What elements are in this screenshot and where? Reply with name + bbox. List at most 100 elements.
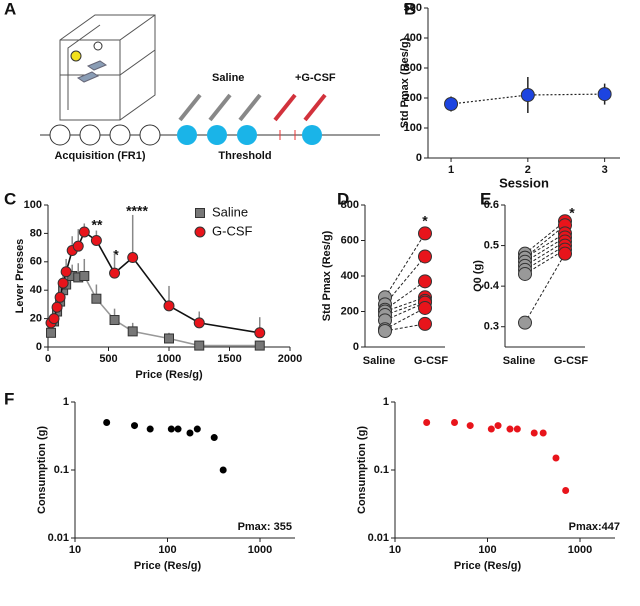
pair-line — [384, 233, 426, 298]
y-tick-label: 0.1 — [54, 464, 69, 476]
x-tick-label: G-CSF — [554, 355, 589, 367]
point — [186, 429, 194, 437]
point — [494, 422, 502, 430]
point — [167, 425, 175, 433]
point — [418, 316, 432, 331]
point — [466, 422, 474, 430]
panel-letter: E — [480, 189, 491, 208]
point — [103, 418, 111, 426]
point — [54, 291, 66, 303]
panel-letter: D — [337, 189, 349, 208]
panel-letter: A — [4, 0, 16, 18]
point — [562, 486, 570, 494]
x-axis-label: Session — [499, 175, 549, 190]
x-tick-label: 2 — [525, 164, 531, 176]
annotation: **** — [126, 203, 148, 219]
x-tick-label: 100 — [158, 544, 176, 556]
panel-letter: F — [4, 389, 14, 408]
point — [48, 313, 60, 325]
x-tick-label: 10 — [69, 544, 81, 556]
point — [46, 327, 57, 338]
point — [193, 425, 201, 433]
x-tick-label: 500 — [99, 353, 117, 365]
annotation: * — [569, 205, 575, 221]
y-axis-label: Consumption (g) — [356, 426, 368, 514]
session — [237, 125, 257, 145]
point — [418, 300, 432, 315]
label: Threshold — [218, 150, 271, 162]
y-tick-label: 200 — [404, 92, 422, 104]
x-tick-label: Saline — [503, 355, 535, 367]
y-axis-label: Q0 (g) — [472, 260, 484, 292]
label: Acquisition (FR1) — [54, 150, 145, 162]
point — [418, 249, 432, 264]
syringes — [178, 93, 327, 122]
y-axis-label: Consumption (g) — [36, 426, 48, 514]
point — [60, 266, 72, 278]
y-tick-label: 400 — [341, 270, 359, 282]
point — [520, 88, 535, 102]
panel-letter: B — [404, 0, 416, 18]
x-axis-label: Price (Res/g) — [134, 560, 202, 572]
legend-label: G-CSF — [212, 223, 253, 238]
session — [177, 125, 197, 145]
session — [302, 125, 322, 145]
point — [506, 425, 514, 433]
y-tick-label: 0 — [416, 152, 422, 164]
point — [146, 425, 154, 433]
point — [127, 252, 139, 264]
y-tick-label: 800 — [341, 199, 359, 211]
y-tick-label: 40 — [30, 284, 42, 296]
pair-line — [524, 224, 566, 259]
point — [552, 454, 560, 462]
point — [109, 315, 120, 326]
y-tick-label: 0 — [36, 341, 42, 353]
y-tick-label: 0.6 — [484, 199, 499, 211]
panel-letter: C — [4, 189, 16, 208]
point — [79, 271, 90, 281]
point — [57, 277, 69, 289]
point — [127, 326, 138, 337]
point — [78, 226, 90, 238]
annotation: Pmax:447 — [569, 521, 620, 533]
point — [418, 226, 432, 241]
point — [418, 274, 432, 289]
point — [539, 429, 547, 437]
point — [451, 418, 459, 426]
x-axis-label: Price (Res/g) — [135, 369, 203, 381]
chamber — [59, 14, 156, 121]
label: +G-CSF — [295, 72, 336, 84]
y-tick-label: 1 — [63, 396, 69, 408]
point — [109, 267, 121, 279]
lever — [76, 60, 108, 83]
y-tick-label: 60 — [30, 256, 42, 268]
point — [597, 87, 612, 102]
y-tick-label: 0.01 — [368, 532, 389, 544]
y-tick-label: 0.5 — [484, 239, 499, 251]
y-tick-label: 1 — [383, 396, 389, 408]
y-tick-label: 500 — [404, 2, 422, 14]
annotation: Pmax: 355 — [238, 521, 292, 533]
y-tick-label: 600 — [341, 234, 359, 246]
cue-light — [70, 50, 82, 62]
point — [72, 240, 84, 252]
point — [518, 315, 532, 330]
y-tick-label: 400 — [404, 32, 422, 44]
panel-a — [40, 14, 380, 146]
y-tick-label: 0.1 — [374, 464, 389, 476]
x-tick-label: 1500 — [217, 353, 241, 365]
point — [254, 340, 265, 351]
label: Saline — [212, 72, 244, 84]
point — [518, 266, 532, 281]
point — [423, 418, 431, 426]
point — [219, 466, 227, 474]
x-tick-label: 3 — [602, 164, 608, 176]
y-tick-label: 0.01 — [48, 532, 69, 544]
y-tick-label: 0.3 — [484, 321, 499, 333]
point — [90, 235, 102, 246]
pair-line — [384, 307, 426, 330]
session — [109, 124, 131, 146]
point — [210, 434, 218, 442]
point — [487, 425, 495, 433]
pair-line — [524, 253, 566, 323]
